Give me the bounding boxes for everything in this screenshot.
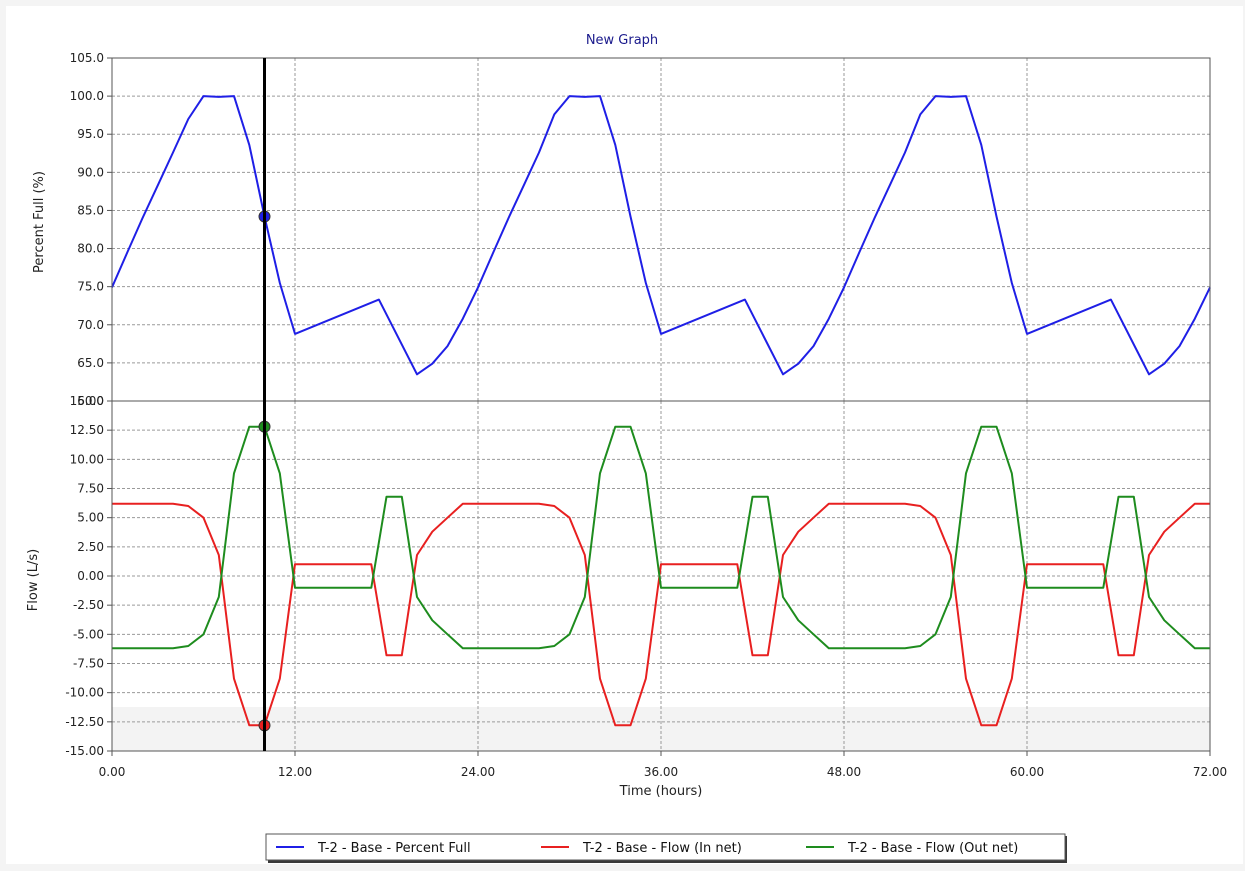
percent-full-axis-title: Percent Full (%): [32, 171, 47, 273]
y-tick-label: 2.50: [77, 540, 104, 554]
y-tick-label: 105.0: [70, 51, 104, 65]
legend-label: T-2 - Base - Flow (In net): [582, 841, 742, 856]
x-tick-label: 36.00: [644, 765, 678, 779]
legend-label: T-2 - Base - Flow (Out net): [847, 841, 1018, 856]
x-tick-label: 60.00: [1010, 765, 1044, 779]
flow-gridlines: [112, 401, 1210, 751]
y-tick-label: 80.0: [77, 242, 104, 256]
y-tick-label: 95.0: [77, 127, 104, 141]
percent-full-y-ticks: 60.0 65.0 70.0 75.0 80.0 85.0 90.0 95.0 100.0 105…: [70, 51, 112, 408]
y-tick-label: 5.00: [77, 511, 104, 525]
y-tick-label: -7.50: [73, 657, 104, 671]
y-tick-label: 12.50: [70, 423, 104, 437]
x-tick-label: 24.00: [461, 765, 495, 779]
y-tick-label: 85.0: [77, 203, 104, 217]
y-tick-label: 65.0: [77, 356, 104, 370]
legend: T-2 - Base - Percent Full T-2 - Base - Fl…: [265, 833, 1067, 863]
y-tick-label: 75.0: [77, 280, 104, 294]
percent-full-series: [111, 95, 1211, 376]
y-tick-label: -10.00: [65, 686, 104, 700]
x-axis-title: Time (hours): [619, 784, 703, 799]
y-tick-label: -5.00: [73, 627, 104, 641]
y-tick-label: 60.0: [77, 394, 104, 408]
x-tick-label: 72.00: [1193, 765, 1227, 779]
y-tick-label: 15.00: [70, 394, 104, 408]
y-tick-label: 100.0: [70, 89, 104, 103]
chart-title: New Graph: [586, 33, 658, 48]
flow-y-ticks: -15.00 -12.50 -10.00 -7.50 -5.00 -2.50 0.00 2.5…: [65, 394, 112, 758]
percent-full-gridlines: [112, 58, 1210, 401]
percent-full-panel: 60.0 65.0 70.0 75.0 80.0 85.0 90.0 95.0 100.0 105…: [32, 51, 1211, 408]
x-tick-label: 0.00: [99, 765, 126, 779]
x-tick-label: 48.00: [827, 765, 861, 779]
y-tick-label: -15.00: [65, 744, 104, 758]
flow-panel: -15.00 -12.50 -10.00 -7.50 -5.00 -2.50 0.00 2.5…: [26, 394, 1211, 758]
y-tick-label: 90.0: [77, 165, 104, 179]
legend-label: T-2 - Base - Percent Full: [317, 841, 471, 856]
y-tick-label: 70.0: [77, 318, 104, 332]
y-tick-label: 10.00: [70, 452, 104, 466]
y-tick-label: -2.50: [73, 598, 104, 612]
x-tick-label: 12.00: [278, 765, 312, 779]
flow-axis-title: Flow (L/s): [26, 549, 41, 611]
x-axis: 0.00 12.00 24.00 36.00 48.00 60.00 72.00: [99, 751, 1227, 779]
series-line-percent-full: [111, 95, 1211, 376]
y-tick-label: 0.00: [77, 569, 104, 583]
legend-box: [265, 833, 1066, 861]
y-tick-label: -12.50: [65, 715, 104, 729]
y-tick-label: 7.50: [77, 482, 104, 496]
